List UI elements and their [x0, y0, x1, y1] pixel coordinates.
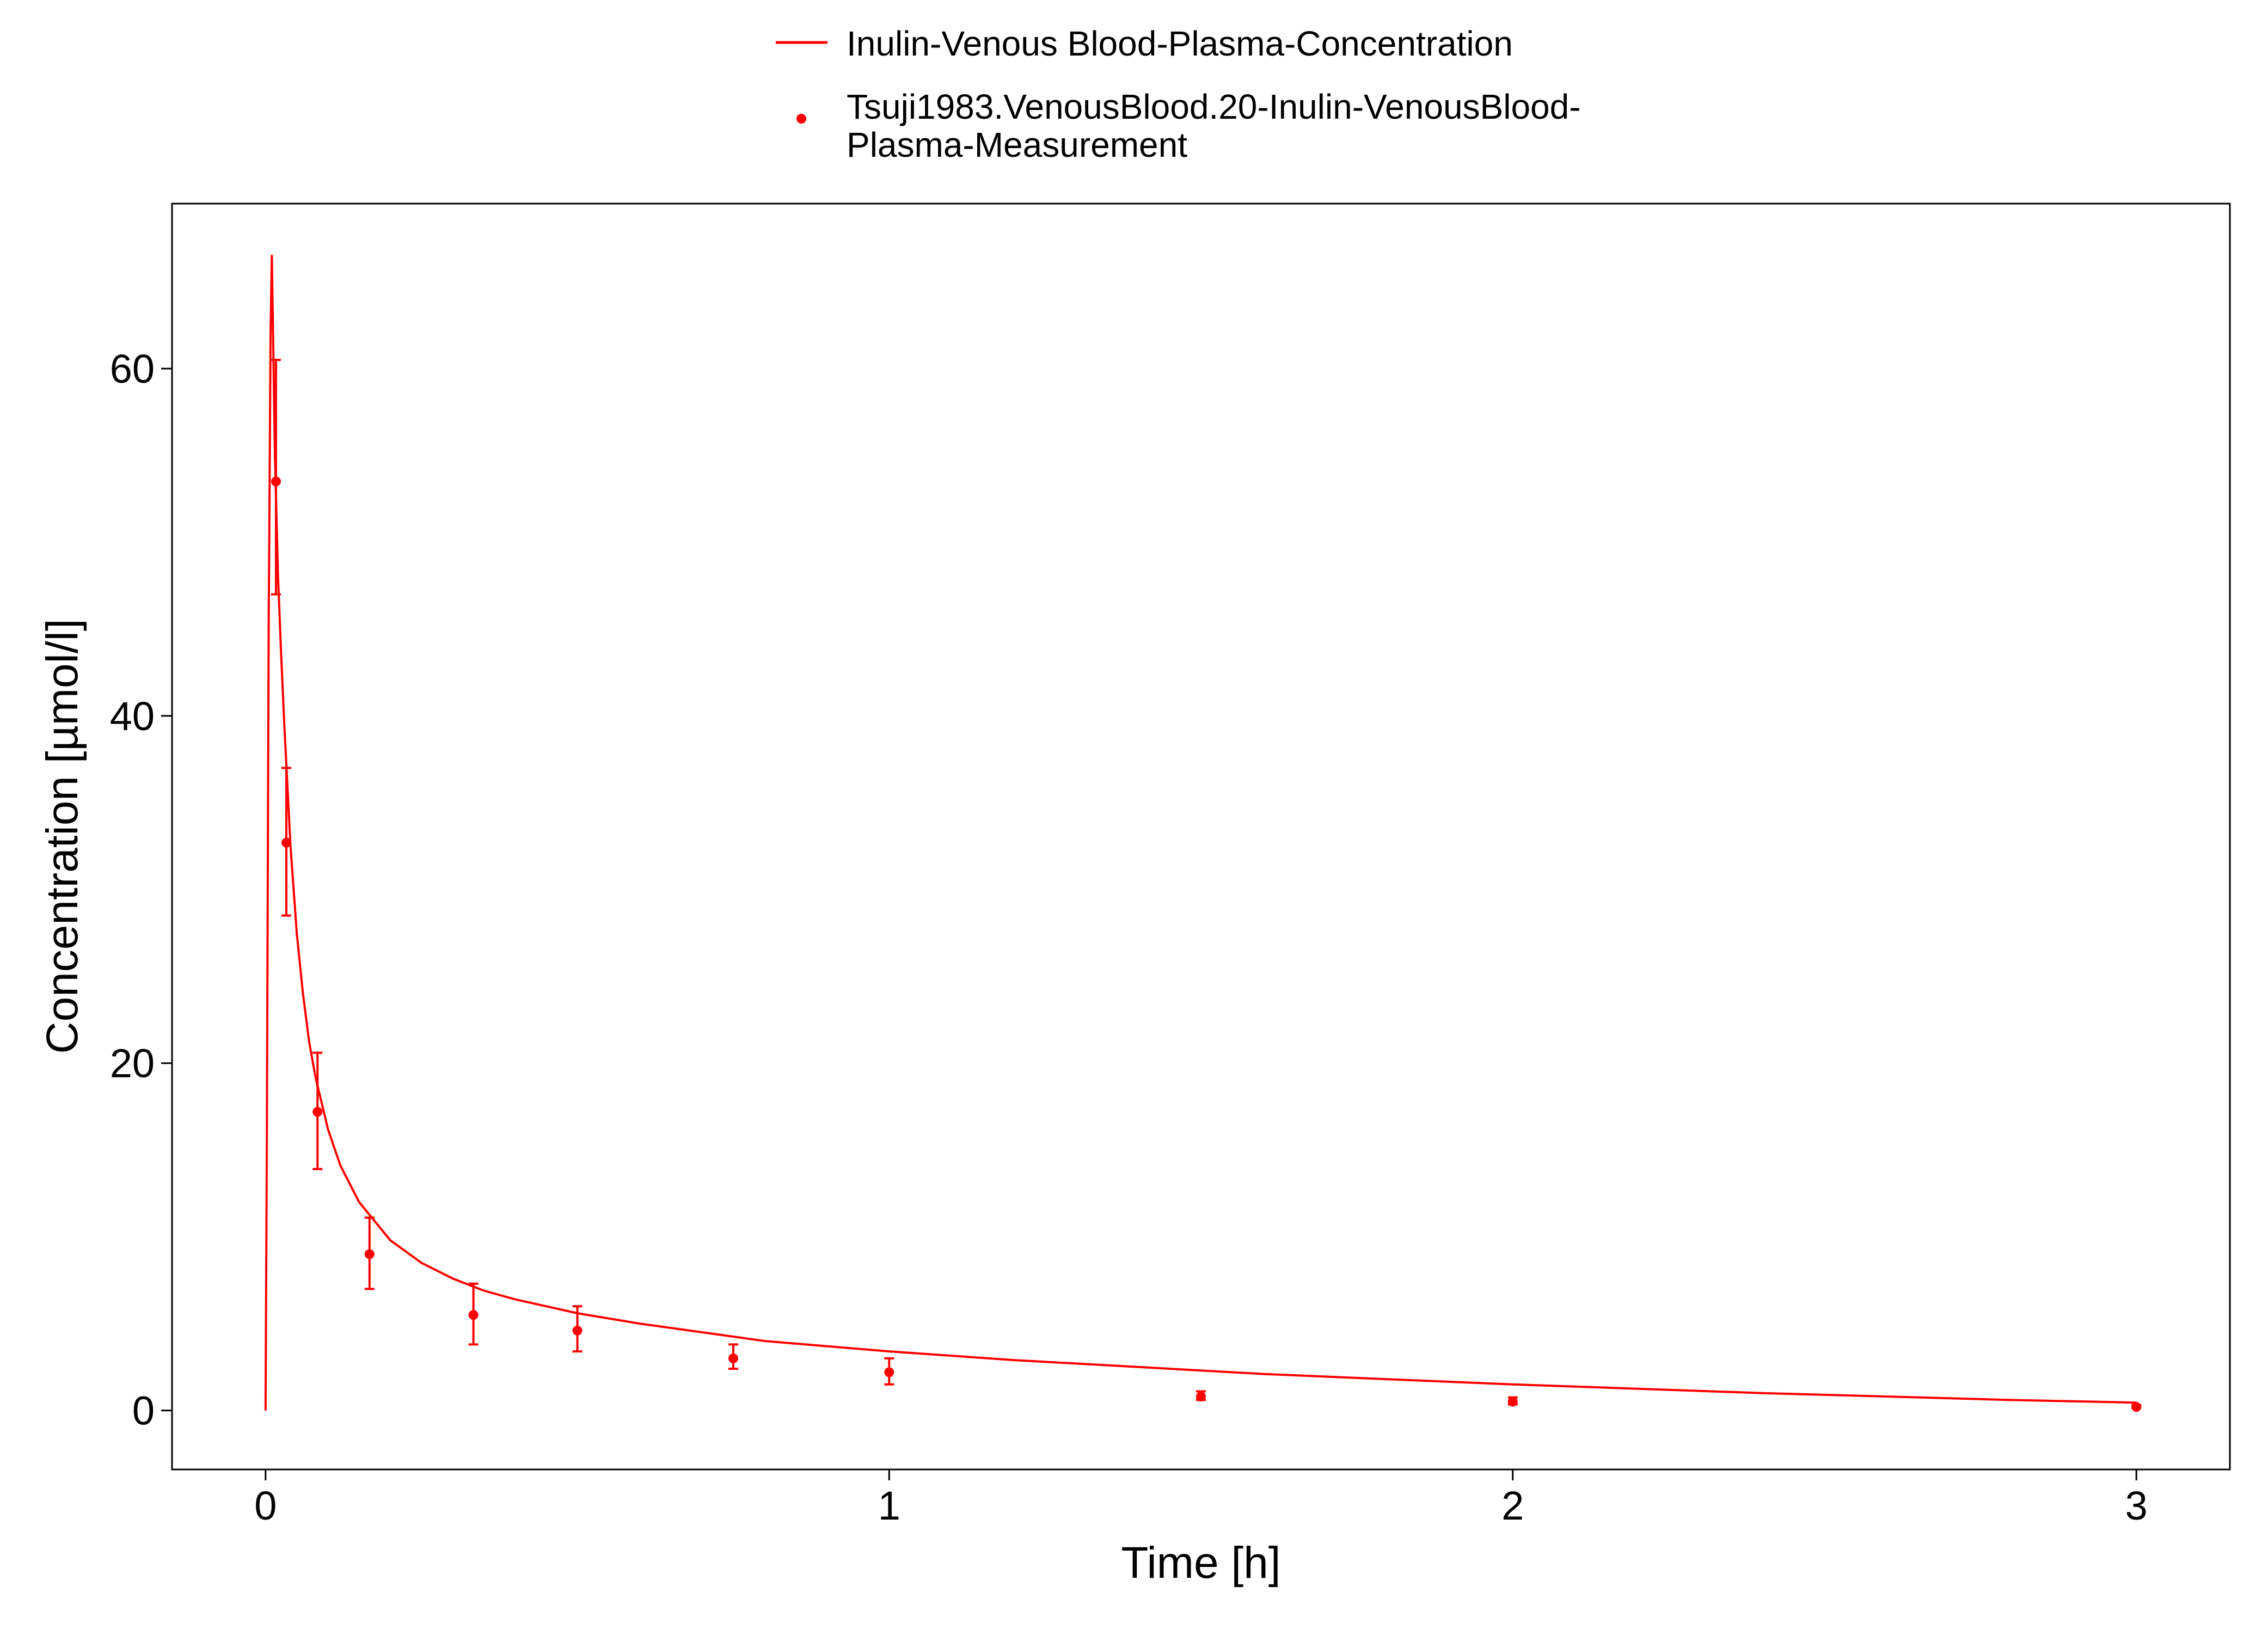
- measurement-point: [1507, 1397, 1518, 1407]
- legend-points-label-line1: Tsuji1983.VenousBlood.20-Inulin-VenousBl…: [847, 87, 1581, 126]
- measurement-point: [271, 476, 281, 487]
- x-tick-label: 2: [1501, 1483, 1524, 1528]
- measurement-point: [468, 1310, 479, 1320]
- measurement-point-group: [271, 359, 281, 596]
- measurement-point: [572, 1325, 583, 1336]
- y-tick-label: 40: [110, 694, 155, 739]
- x-axis-title: Time [h]: [1121, 1538, 1280, 1588]
- measurement-point-group: [728, 1343, 738, 1370]
- y-tick-label: 60: [110, 346, 155, 391]
- y-axis-title: Concentration [µmol/l]: [38, 618, 87, 1054]
- x-tick-label: 1: [878, 1483, 900, 1528]
- y-axis-ticks: 0 20 40 60: [110, 346, 172, 1434]
- measurement-point-group: [1507, 1396, 1518, 1407]
- y-tick-label: 0: [132, 1388, 155, 1434]
- legend-line-label: Inulin-Venous Blood-Plasma-Concentration: [847, 24, 1513, 63]
- series-layer: [264, 254, 2142, 1412]
- x-tick-label: 0: [254, 1483, 277, 1528]
- measurement-point-group: [468, 1282, 479, 1346]
- measurement-point-group: [312, 1051, 323, 1171]
- measurement-point: [281, 837, 291, 848]
- plot-panel-border: [171, 203, 2231, 1471]
- x-tick-label: 3: [2125, 1483, 2148, 1528]
- measurement-point: [1196, 1392, 1206, 1402]
- measurement-point-group: [884, 1357, 894, 1386]
- legend-points-label-line2: Plasma-Measurement: [847, 125, 1187, 164]
- measurement-point-group: [572, 1305, 583, 1353]
- measurement-point-group: [1196, 1390, 1206, 1402]
- x-axis-ticks: 0 1 2 3: [254, 1469, 2148, 1528]
- measurement-point-group: [364, 1216, 375, 1290]
- measurement-point-group: [281, 767, 291, 917]
- measurement-point: [2131, 1402, 2142, 1412]
- legend: Inulin-Venous Blood-Plasma-Concentration…: [776, 24, 1581, 164]
- measurement-point: [884, 1367, 894, 1377]
- y-tick-label: 20: [110, 1041, 155, 1086]
- legend-point-swatch: [796, 114, 806, 124]
- measurement-point: [364, 1249, 375, 1259]
- measurement-point-group: [2131, 1402, 2142, 1412]
- measurement-point: [728, 1353, 738, 1363]
- measurement-point: [312, 1107, 323, 1117]
